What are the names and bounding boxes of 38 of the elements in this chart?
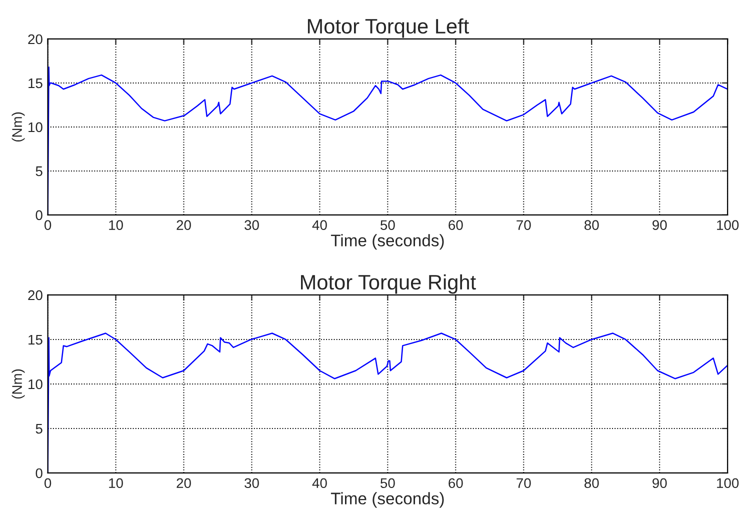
x-tick-label: 70 [516,220,531,230]
x-tick-label: 20 [176,478,191,488]
x-tick-label: 70 [516,478,531,488]
y-tick-label: 10 [28,379,42,390]
x-tick-label: 100 [717,220,739,230]
x-tick-label: 60 [448,220,463,230]
y-tick-label: 0 [36,210,42,220]
x-tick-label: 10 [109,220,123,230]
chart-title: Motor Torque Right [301,274,476,294]
x-tick-label: 80 [584,478,599,488]
chart-title: Motor Torque Left [308,18,469,38]
y-tick-label: 0 [36,468,42,478]
y-tick-label: 20 [28,34,42,44]
x-tick-label: 0 [44,478,52,488]
x-tick-label: 50 [380,220,395,230]
x-tick-label: 100 [717,478,739,488]
y-tick-label: 5 [36,424,42,434]
x-tick-label: 60 [448,478,463,488]
y-axis-title: (Nm) [12,369,25,399]
x-axis-title: Time (seconds) [330,234,444,250]
x-tick-label: 80 [584,220,599,230]
x-tick-label: 40 [312,478,327,488]
x-tick-label: 30 [244,220,259,230]
x-tick-label: 10 [109,478,123,488]
x-tick-label: 90 [652,478,667,488]
y-tick-label: 15 [28,78,42,88]
y-tick-label: 10 [28,122,42,132]
x-tick-label: 50 [380,478,395,488]
x-tick-label: 90 [652,220,667,230]
y-axis-title: (Nm) [12,112,25,142]
x-axis-title: Time (seconds) [330,492,444,508]
x-tick-label: 30 [244,478,259,488]
x-tick-label: 40 [312,220,327,230]
y-tick-label: 15 [28,334,42,345]
x-tick-label: 0 [44,220,52,230]
y-tick-label: 20 [28,290,42,300]
y-tick-label: 5 [36,166,42,176]
x-tick-label: 20 [176,220,191,230]
